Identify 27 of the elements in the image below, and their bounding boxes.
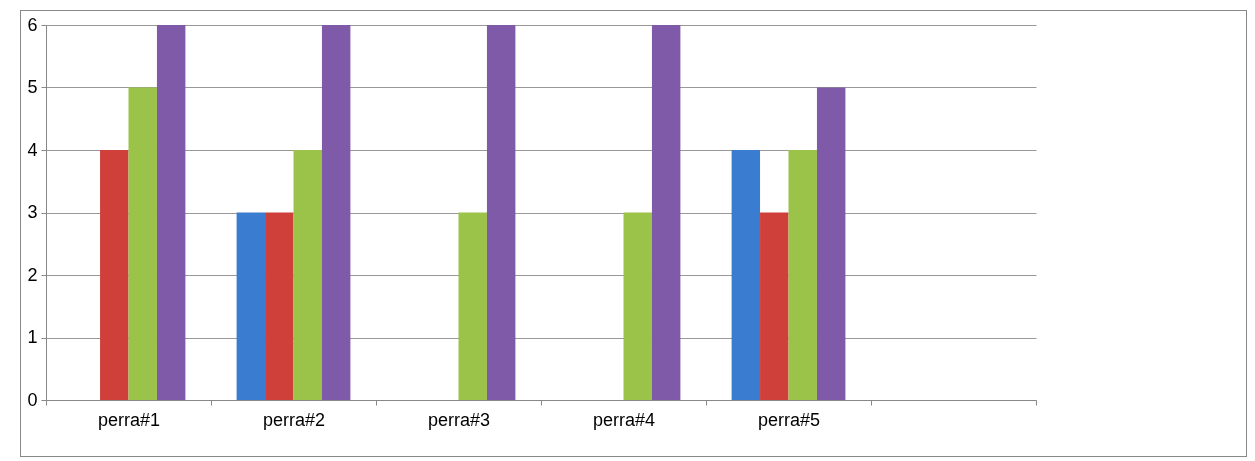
x-tick-label: perra#2 <box>262 409 326 430</box>
bar <box>816 87 846 400</box>
bar <box>731 150 761 400</box>
y-tick-label: 5 <box>27 77 38 97</box>
y-tick-label: 4 <box>27 139 38 160</box>
bar <box>788 150 817 400</box>
y-tick-label: 2 <box>27 264 38 285</box>
bar <box>486 25 516 400</box>
y-tick-label: 3 <box>27 202 38 222</box>
x-tick-label: perra#4 <box>592 409 656 430</box>
x-tick-label: perra#5 <box>757 409 821 430</box>
y-tick-label: 6 <box>27 14 38 35</box>
bar <box>128 87 157 400</box>
x-tick-label: perra#1 <box>97 409 161 430</box>
bar <box>321 25 351 400</box>
bar <box>265 212 294 400</box>
x-tick-label: perra#3 <box>427 409 491 430</box>
bar <box>236 212 266 400</box>
y-tick-label: 1 <box>27 327 38 347</box>
bar <box>293 150 322 400</box>
y-tick-label: 0 <box>27 389 38 410</box>
bar <box>760 212 789 400</box>
bar <box>156 25 186 400</box>
bar <box>100 150 129 400</box>
bar <box>651 25 681 400</box>
bar <box>458 212 487 400</box>
bar <box>623 212 652 400</box>
